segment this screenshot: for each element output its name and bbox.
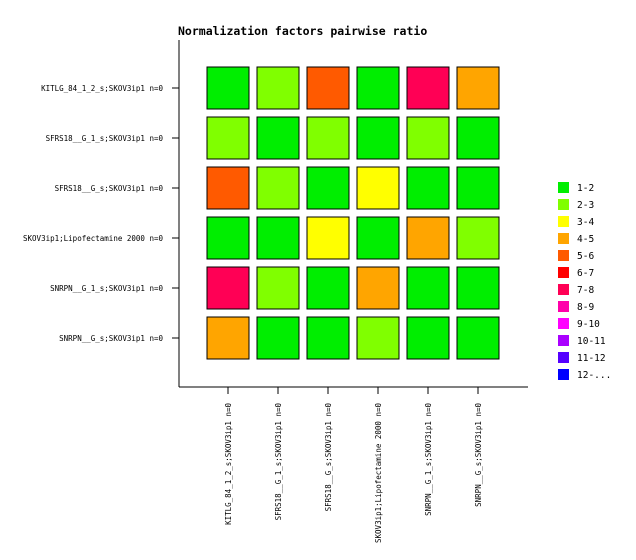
- legend-swatch: [558, 182, 569, 193]
- legend-label: 9-10: [577, 319, 600, 330]
- heatmap-cell: [206, 216, 250, 260]
- legend-label: 2-3: [577, 200, 594, 211]
- heatmap-cells: [206, 66, 500, 360]
- column-label: SNRPN__G_1_s;SKOV3ip1 n=0: [424, 403, 433, 516]
- heatmap-cell: [256, 266, 300, 310]
- heatmap-cell: [456, 166, 500, 210]
- column-label: KITLG_84_1_2_s;SKOV3ip1 n=0: [224, 403, 233, 525]
- heatmap-cell: [456, 216, 500, 260]
- legend-swatch: [558, 352, 569, 363]
- legend-swatch: [558, 233, 569, 244]
- heatmap-cell: [406, 216, 450, 260]
- legend-label: 12-...: [577, 370, 611, 381]
- legend-label: 4-5: [577, 234, 594, 245]
- row-label: SNRPN__G_1_s;SKOV3ip1 n=0: [50, 284, 163, 293]
- heatmap-cell: [456, 316, 500, 360]
- heatmap-cell: [206, 66, 250, 110]
- row-label: SFRS18__G_s;SKOV3ip1 n=0: [55, 184, 164, 193]
- heatmap-cell: [356, 316, 400, 360]
- heatmap-cell: [456, 66, 500, 110]
- heatmap-cell: [406, 116, 450, 160]
- heatmap-cell: [306, 66, 350, 110]
- heatmap-cell: [456, 266, 500, 310]
- heatmap-cell: [456, 116, 500, 160]
- legend-swatch: [558, 216, 569, 227]
- legend-label: 3-4: [577, 217, 594, 228]
- heatmap-cell: [256, 316, 300, 360]
- heatmap-cell: [356, 166, 400, 210]
- heatmap-cell: [356, 216, 400, 260]
- heatmap-cell: [206, 266, 250, 310]
- column-label: SFRS18__G_s;SKOV3ip1 n=0: [324, 403, 333, 512]
- row-label: SFRS18__G_1_s;SKOV3ip1 n=0: [46, 134, 164, 143]
- legend-label: 8-9: [577, 302, 594, 313]
- heatmap-cell: [206, 116, 250, 160]
- column-label: SFRS18__G_1_s;SKOV3ip1 n=0: [274, 403, 283, 521]
- legend-label: 6-7: [577, 268, 594, 279]
- heatmap-cell: [306, 216, 350, 260]
- row-labels: KITLG_84_1_2_s;SKOV3ip1 n=0 SFRS18__G_1_s…: [23, 84, 163, 343]
- legend-swatch: [558, 335, 569, 346]
- column-labels: KITLG_84_1_2_s;SKOV3ip1 n=0 SFRS18__G_1_s…: [224, 403, 483, 543]
- heatmap-cell: [256, 166, 300, 210]
- legend-label: 11-12: [577, 353, 606, 364]
- column-label: SKOV3ip1;Lipofectamine 2000 n=0: [374, 403, 383, 543]
- legend-label: 10-11: [577, 336, 606, 347]
- row-ticks: [172, 87, 179, 339]
- legend-swatch: [558, 284, 569, 295]
- legend-swatch: [558, 369, 569, 380]
- heatmap-cell: [306, 316, 350, 360]
- heatmap-cell: [306, 116, 350, 160]
- heatmap-cell: [306, 166, 350, 210]
- heatmap-cell: [356, 116, 400, 160]
- legend-swatch: [558, 301, 569, 312]
- heatmap-cell: [356, 266, 400, 310]
- legend-swatch: [558, 267, 569, 278]
- legend-label: 1-2: [577, 183, 594, 194]
- heatmap-cell: [406, 166, 450, 210]
- legend-label: 7-8: [577, 285, 594, 296]
- row-label: SNRPN__G_s;SKOV3ip1 n=0: [59, 334, 163, 343]
- chart-title: Normalization factors pairwise ratio: [178, 24, 427, 38]
- legend: 1-2 2-3 3-4 4-5 5-6 6-7 7-8 8-9 9-10 10-11 11-12 12…: [558, 182, 611, 381]
- legend-swatch: [558, 318, 569, 329]
- legend-swatch: [558, 199, 569, 210]
- heatmap-cell: [356, 66, 400, 110]
- heatmap-cell: [256, 116, 300, 160]
- column-label: SNRPN__G_s;SKOV3ip1 n=0: [474, 403, 483, 507]
- heatmap-cell: [406, 66, 450, 110]
- heatmap-cell: [306, 266, 350, 310]
- plot-axes: [178, 40, 528, 388]
- heatmap-cell: [256, 216, 300, 260]
- row-label: KITLG_84_1_2_s;SKOV3ip1 n=0: [41, 84, 163, 93]
- row-label: SKOV3ip1;Lipofectamine 2000 n=0: [23, 234, 163, 243]
- heatmap-cell: [206, 166, 250, 210]
- heatmap-cell: [206, 316, 250, 360]
- heatmap-cell: [256, 66, 300, 110]
- heatmap-cell: [406, 266, 450, 310]
- legend-swatch: [558, 250, 569, 261]
- legend-label: 5-6: [577, 251, 594, 262]
- column-ticks: [227, 387, 479, 394]
- heatmap-cell: [406, 316, 450, 360]
